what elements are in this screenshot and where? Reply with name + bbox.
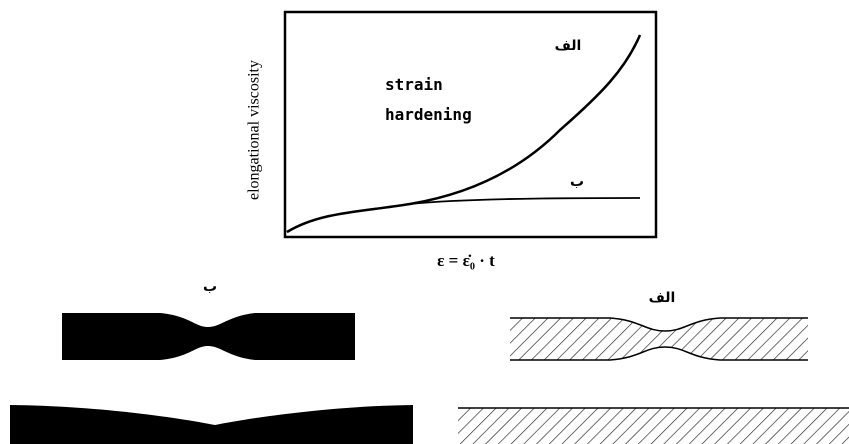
specimen-hatched-uniform bbox=[458, 408, 849, 444]
specimen-broken bbox=[10, 405, 413, 444]
specimen-necked bbox=[62, 313, 355, 360]
curve-label: ب bbox=[570, 174, 584, 190]
specimen-label: الف bbox=[649, 290, 676, 306]
specimen-hatched-necked bbox=[510, 318, 808, 360]
annotation: strain bbox=[385, 75, 443, 94]
plot-frame bbox=[283, 10, 658, 239]
annotation: hardening bbox=[385, 105, 472, 124]
curve-linear bbox=[286, 197, 641, 233]
specimen-outline bbox=[510, 317, 808, 361]
y-axis-label: elongational viscosity bbox=[246, 60, 263, 200]
curve-hardening bbox=[286, 34, 642, 234]
curve-label: الف bbox=[555, 38, 582, 54]
x-axis-label: ε = ε̇₀ · t bbox=[437, 251, 495, 270]
specimen-label: ب bbox=[203, 279, 217, 295]
